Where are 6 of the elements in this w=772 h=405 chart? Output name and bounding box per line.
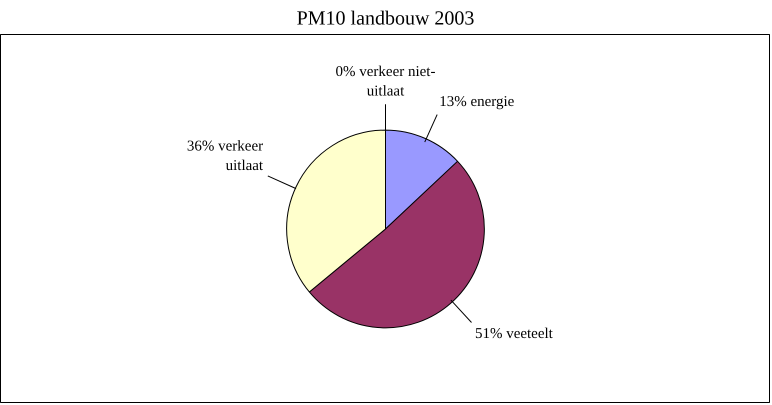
- slice-label: 36% verkeer uitlaat: [186, 138, 264, 174]
- slice-label: 13% energie: [439, 94, 515, 110]
- text: 0% verkeer niet-: [336, 64, 436, 80]
- category-label: uitlaat: [366, 83, 404, 100]
- slice-label: 51% veeteelt: [474, 326, 554, 342]
- chart-title: PM10 landbouw 2003: [296, 8, 474, 30]
